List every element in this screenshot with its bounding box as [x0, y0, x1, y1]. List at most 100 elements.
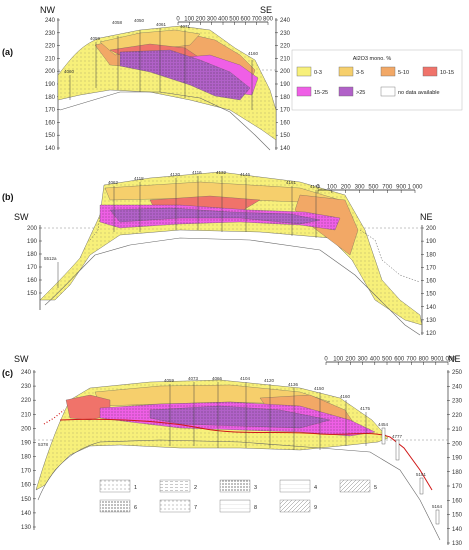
axis-tick-label: 140: [452, 527, 463, 533]
axis-tick-label: 120: [426, 331, 437, 337]
lithology-label: 5: [374, 485, 377, 491]
legend-label: no data available: [398, 90, 440, 96]
panel-b: (b) SW NE 200 190 180 170 160 150 200 190 180 17…: [2, 170, 437, 337]
well-label: 4120: [264, 378, 275, 383]
lithology-label: 9: [314, 505, 317, 511]
scale-label: 100: [333, 357, 344, 363]
scale-label: 500: [229, 17, 240, 23]
axis-tick-label: 210: [280, 56, 291, 62]
well-label: 4073: [188, 376, 199, 381]
axis-tick-label: 160: [21, 483, 32, 489]
scale-label: 0: [324, 357, 328, 363]
well-label: 4061: [156, 22, 167, 27]
axis-tick-label: 150: [280, 133, 291, 139]
lithology-swatch: [159, 479, 191, 493]
legend-swatch: [296, 66, 312, 77]
axis-tick-label: 140: [280, 146, 291, 152]
well-label: 4171: [310, 184, 321, 189]
axis-tick-label: 170: [452, 484, 463, 490]
legend-swatch: [296, 86, 312, 97]
lithology-label: 4: [314, 485, 317, 491]
legend-label: >25: [356, 90, 365, 96]
axis-tick-label: 150: [21, 497, 32, 503]
direction-left: SW: [14, 354, 29, 364]
well-label: 4060: [64, 69, 75, 74]
right-tick-labels: 240 230 220 210 200 190 180 170 160 150 140: [275, 18, 291, 152]
scale-label: 800: [419, 357, 430, 363]
axis-tick-label: 190: [45, 82, 56, 88]
wells: 5512a 4062 4118 4120 4116 4132 4146 4161…: [44, 170, 321, 288]
axis-tick-label: 220: [280, 44, 291, 50]
red-dotted-extension: [43, 409, 65, 425]
well-label: 5512a: [44, 256, 57, 261]
axis-tick-label: 180: [280, 95, 291, 101]
axis-tick-label: 230: [21, 384, 32, 390]
dashed-surface-line: [89, 214, 421, 283]
axis-tick-label: 190: [280, 82, 291, 88]
axis-tick-label: 200: [280, 69, 291, 75]
well-label: 4454: [378, 422, 389, 427]
axis-tick-label: 190: [452, 456, 463, 462]
well-label: 4120: [170, 172, 181, 177]
axis-tick-label: 180: [452, 470, 463, 476]
well-label: 4050: [134, 18, 145, 23]
scale-bar: 0 100 200 300 500 700 900 1 000: [316, 185, 423, 193]
well-label: 4058: [112, 20, 123, 25]
axis-tick-label: 130: [452, 541, 463, 547]
axis-tick-label: 170: [426, 265, 437, 271]
scale-label: 0: [316, 185, 320, 191]
axis-tick-label: 140: [426, 305, 437, 311]
axis-tick-label: 160: [280, 120, 291, 126]
well-label: 4136: [288, 382, 299, 387]
axis-tick-label: 210: [452, 427, 463, 433]
scale-label: 700: [252, 17, 263, 23]
axis-tick-label: 160: [27, 278, 38, 284]
basement-line: [37, 439, 441, 541]
legend-label: 3-5: [356, 70, 364, 76]
scale-label: 400: [218, 17, 229, 23]
well-label: 4059: [164, 378, 175, 383]
scale-label: 900: [396, 185, 407, 191]
scale-bar: 0 100 200 300 400 500 600 700 800: [176, 17, 274, 25]
lithology-swatch: [99, 499, 131, 513]
axis-tick-label: 150: [27, 291, 38, 297]
well-label: 4161: [286, 180, 297, 185]
right-tick-labels: 200 190 180 170 160 150 140 130 120: [421, 226, 437, 337]
scale-label: 100: [327, 185, 338, 191]
legend-swatch: [338, 86, 354, 97]
axis-tick-label: 160: [45, 120, 56, 126]
panel-label: (c): [2, 368, 13, 378]
axis-tick-label: 240: [45, 18, 56, 24]
scale-label: 1 000: [407, 185, 423, 191]
axis-tick-label: 240: [452, 384, 463, 390]
axis-tick-label: 200: [21, 426, 32, 432]
scale-label: 600: [394, 357, 405, 363]
lithology-swatch: [219, 499, 251, 513]
legend-swatch: [380, 86, 396, 97]
legend-label: 15-25: [314, 90, 328, 96]
scale-label: 600: [240, 17, 251, 23]
scale-label: 300: [355, 185, 366, 191]
panel-c: (c) SW NE 240230220210200190180170160150…: [2, 354, 463, 547]
scale-bar: 0 100 200 300 400 500 600 700 800 900 1 000: [324, 357, 456, 365]
axis-tick-label: 140: [21, 511, 32, 517]
lithology-label: 8: [254, 505, 257, 511]
axis-tick-label: 230: [45, 31, 56, 37]
lithology-legend: 1 2 3 4 5 6 7 8 9: [99, 479, 377, 513]
axis-tick-label: 170: [27, 265, 38, 271]
scale-label: 1 000: [440, 357, 456, 363]
scale-label: 700: [382, 185, 393, 191]
axis-tick-label: 200: [45, 69, 56, 75]
axis-tick-label: 220: [21, 398, 32, 404]
axis-tick-label: 170: [280, 108, 291, 114]
direction-left: NW: [40, 5, 55, 15]
axis-tick-label: 240: [21, 370, 32, 376]
axis-tick-label: 240: [280, 18, 291, 24]
al2o3-legend: Al2O3 mono. % 0-3 3-5 5-10 10-15 15-25 >25 no …: [291, 49, 463, 111]
well-label: 4062: [108, 180, 119, 185]
axis-tick-label: 130: [426, 318, 437, 324]
axis-tick-label: 200: [452, 441, 463, 447]
scale-label: 200: [195, 17, 206, 23]
well-label: 4146: [240, 172, 251, 177]
lithology-label: 3: [254, 485, 257, 491]
